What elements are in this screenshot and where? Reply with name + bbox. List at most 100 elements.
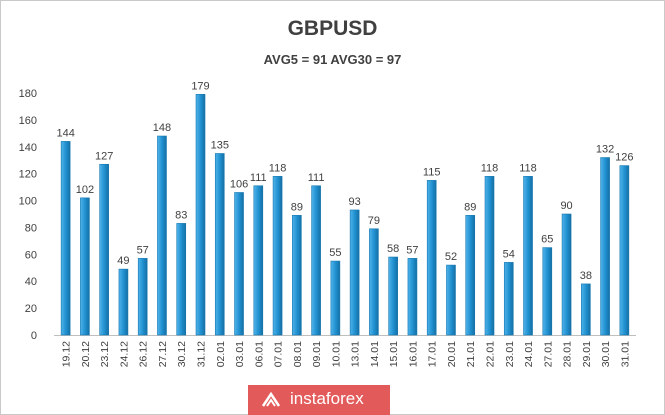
bar-value-label: 83	[175, 209, 187, 221]
bar-value-label: 115	[423, 166, 441, 178]
bar-value-label: 65	[541, 234, 553, 246]
bar	[253, 185, 264, 336]
bar	[349, 209, 360, 336]
bar	[292, 215, 302, 336]
x-tick-label: 26.12	[138, 341, 150, 367]
x-tick-label: 30.01	[600, 341, 612, 367]
bar	[214, 153, 225, 336]
bar	[157, 135, 167, 336]
bar	[561, 213, 572, 336]
bar-value-label: 79	[368, 215, 380, 227]
bar-value-label: 52	[445, 251, 457, 263]
bar	[272, 176, 283, 336]
bar-value-label: 57	[137, 244, 149, 256]
bar	[465, 215, 476, 336]
bar	[60, 141, 71, 336]
x-tick-label: 03.01	[234, 341, 246, 367]
x-tick-label: 20.12	[80, 341, 92, 367]
x-tick-label: 31.01	[619, 341, 631, 367]
bar-value-label: 102	[76, 184, 94, 196]
bar-value-label: 38	[580, 270, 592, 282]
x-tick-label: 09.01	[311, 341, 323, 367]
bar-value-label: 126	[615, 152, 633, 164]
bar	[388, 256, 398, 336]
bar-value-label: 58	[387, 243, 399, 255]
bar	[542, 247, 553, 336]
bar	[446, 264, 456, 336]
x-tick-label: 14.01	[369, 341, 381, 367]
x-tick-label: 20.01	[446, 341, 458, 367]
bar-value-label: 132	[596, 144, 614, 156]
bar-value-label: 57	[406, 244, 418, 256]
bar	[407, 258, 418, 336]
x-tick-label: 28.01	[562, 341, 574, 367]
x-tick-label: 10.01	[330, 341, 342, 367]
x-tick-label: 22.01	[485, 341, 497, 367]
bar	[523, 176, 533, 336]
brand-name: instaforex	[290, 389, 364, 408]
bar-value-label: 148	[153, 122, 171, 134]
y-axis: 0 20 40 60 80 100 120 140 160 180	[19, 88, 636, 342]
bar-value-label: 118	[519, 162, 537, 174]
x-tick-label: 27.01	[542, 341, 554, 367]
bar	[369, 228, 379, 336]
bar-value-label: 54	[503, 248, 515, 260]
bar	[80, 197, 90, 336]
x-tick-label: 27.12	[157, 341, 169, 367]
bar-value-label: 111	[250, 172, 267, 184]
x-tick-label: 29.01	[581, 341, 593, 367]
x-tick-label: 08.01	[292, 341, 304, 367]
x-tick-label: 23.01	[504, 341, 516, 367]
y-tick-label: 100	[19, 196, 37, 208]
x-tick-label: 17.01	[427, 341, 439, 367]
y-tick-label: 40	[25, 276, 37, 288]
bar	[99, 163, 109, 336]
bar	[311, 185, 321, 336]
x-tick-label: 24.12	[118, 341, 130, 367]
x-tick-label: 23.12	[99, 341, 111, 367]
y-tick-label: 180	[19, 88, 37, 100]
chart-subtitle: AVG5 = 91 AVG30 = 97	[263, 52, 402, 67]
x-tick-label: 07.01	[273, 341, 285, 367]
bar	[503, 262, 514, 336]
x-tick-label: 21.01	[465, 341, 477, 367]
bar-value-label: 179	[191, 80, 209, 92]
x-tick-label: 13.01	[350, 341, 362, 367]
bars: 1441021274957148831791351061111188911155…	[56, 80, 634, 336]
bar	[600, 157, 610, 336]
brand-logo-icon	[261, 391, 281, 407]
x-tick-label: 06.01	[253, 341, 265, 367]
bar-value-label: 49	[117, 255, 129, 267]
y-tick-label: 80	[25, 222, 37, 234]
brand-badge: instaforex	[248, 385, 390, 415]
bar	[426, 180, 437, 336]
y-tick-label: 60	[25, 249, 37, 261]
y-tick-label: 120	[19, 169, 37, 181]
bar-value-label: 111	[308, 172, 325, 184]
bar	[234, 192, 244, 336]
x-tick-label: 30.12	[176, 341, 188, 367]
y-tick-label: 160	[19, 115, 37, 127]
y-tick-label: 140	[19, 142, 37, 154]
bar-value-label: 127	[95, 150, 113, 162]
bar	[484, 176, 495, 336]
x-tick-label: 19.12	[61, 341, 73, 367]
x-tick-label: 24.01	[523, 341, 535, 367]
bar	[137, 258, 148, 336]
x-tick-label: 16.01	[407, 341, 419, 367]
bar-value-label: 118	[269, 162, 287, 174]
x-tick-label: 31.12	[196, 341, 208, 367]
bar-value-label: 135	[211, 140, 229, 152]
chart-title: GBPUSD	[287, 17, 378, 40]
bar-value-label: 90	[560, 200, 572, 212]
bar-value-label: 89	[464, 201, 476, 213]
y-tick-label: 0	[31, 330, 37, 342]
bar-value-label: 93	[349, 196, 361, 208]
y-tick-label: 20	[25, 303, 37, 315]
x-axis: 19.12 20.12 23.12 24.12 26.12 27.12 30.12 31.12…	[61, 341, 632, 367]
bar-value-label: 118	[481, 162, 499, 174]
bar	[176, 223, 187, 336]
bar	[195, 94, 206, 336]
